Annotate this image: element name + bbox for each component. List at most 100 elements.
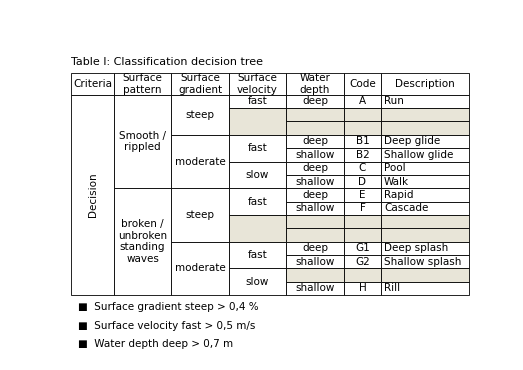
Bar (344, 268, 381, 282)
Bar (381, 73, 469, 95)
Text: Shallow splash: Shallow splash (384, 257, 461, 267)
Text: Cascade: Cascade (384, 203, 428, 213)
Bar (344, 215, 381, 228)
Bar (344, 175, 381, 188)
Text: deep: deep (302, 190, 328, 200)
Bar (172, 73, 229, 95)
Bar (344, 135, 381, 148)
Text: Surface
gradient: Surface gradient (178, 73, 222, 95)
Text: B1: B1 (356, 137, 369, 147)
Bar (344, 148, 381, 162)
Bar (381, 215, 469, 228)
Text: C: C (359, 163, 366, 173)
Bar (344, 255, 381, 268)
Text: ■  Water depth deep > 0,7 m: ■ Water depth deep > 0,7 m (77, 339, 233, 349)
Bar (286, 175, 344, 188)
Bar (381, 202, 469, 215)
Bar (344, 228, 381, 242)
Bar (114, 95, 172, 188)
Text: fast: fast (248, 196, 267, 206)
Bar (114, 188, 172, 295)
Text: Rapid: Rapid (384, 190, 414, 200)
Text: Run: Run (384, 97, 404, 107)
Bar (344, 162, 381, 175)
Text: Deep splash: Deep splash (384, 243, 448, 253)
Bar (229, 188, 286, 215)
Text: B2: B2 (356, 150, 369, 160)
Text: Table I: Classification decision tree: Table I: Classification decision tree (72, 57, 264, 67)
Bar (229, 73, 286, 95)
Text: Smooth /
rippled: Smooth / rippled (119, 131, 166, 152)
Bar (286, 148, 344, 162)
Bar (286, 135, 344, 148)
Bar (381, 282, 469, 295)
Bar (286, 268, 344, 282)
Bar (286, 95, 344, 108)
Text: shallow: shallow (295, 203, 335, 213)
Text: slow: slow (246, 277, 269, 287)
Bar (286, 228, 344, 242)
Bar (286, 242, 344, 255)
Text: shallow: shallow (295, 150, 335, 160)
Bar (172, 95, 229, 135)
Bar (381, 175, 469, 188)
Bar (344, 121, 381, 135)
Text: shallow: shallow (295, 257, 335, 267)
Bar (172, 188, 229, 242)
Bar (286, 121, 344, 135)
Bar (381, 95, 469, 108)
Bar (344, 95, 381, 108)
Text: G2: G2 (355, 257, 370, 267)
Bar (381, 121, 469, 135)
Bar (286, 255, 344, 268)
Text: Walk: Walk (384, 176, 409, 186)
Text: F: F (359, 203, 366, 213)
Bar (381, 188, 469, 202)
Bar (381, 108, 469, 121)
Text: Pool: Pool (384, 163, 406, 173)
Text: A: A (359, 97, 366, 107)
Bar (381, 255, 469, 268)
Text: Water
depth: Water depth (300, 73, 331, 95)
Text: Decision: Decision (88, 173, 98, 217)
Bar (229, 135, 286, 162)
Bar (229, 162, 286, 188)
Text: Deep glide: Deep glide (384, 137, 440, 147)
Bar (172, 135, 229, 188)
Text: broken /
unbroken
standing
waves: broken / unbroken standing waves (118, 219, 167, 264)
Text: Rill: Rill (384, 283, 400, 293)
Bar (286, 73, 344, 95)
Text: fast: fast (248, 143, 267, 153)
Bar (114, 73, 172, 95)
Bar (229, 215, 286, 242)
Bar (229, 242, 286, 268)
Text: Shallow glide: Shallow glide (384, 150, 453, 160)
Bar (286, 108, 344, 121)
Text: Criteria: Criteria (73, 79, 112, 89)
Bar (344, 242, 381, 255)
Text: Surface
pattern: Surface pattern (123, 73, 163, 95)
Text: deep: deep (302, 163, 328, 173)
Bar (286, 202, 344, 215)
Text: shallow: shallow (295, 283, 335, 293)
Bar (286, 188, 344, 202)
Text: Surface
velocity: Surface velocity (237, 73, 278, 95)
Text: steep: steep (186, 110, 214, 120)
Text: deep: deep (302, 97, 328, 107)
Bar (381, 162, 469, 175)
Text: slow: slow (246, 170, 269, 180)
Bar (229, 108, 286, 135)
Bar (172, 242, 229, 295)
Bar (72, 95, 114, 295)
Bar (286, 215, 344, 228)
Text: fast: fast (248, 97, 267, 107)
Bar (229, 268, 286, 295)
Bar (344, 188, 381, 202)
Text: ■  Surface gradient steep > 0,4 %: ■ Surface gradient steep > 0,4 % (77, 302, 258, 312)
Text: deep: deep (302, 137, 328, 147)
Bar (381, 135, 469, 148)
Text: moderate: moderate (175, 157, 225, 166)
Text: deep: deep (302, 243, 328, 253)
Text: D: D (358, 176, 367, 186)
Text: fast: fast (248, 250, 267, 260)
